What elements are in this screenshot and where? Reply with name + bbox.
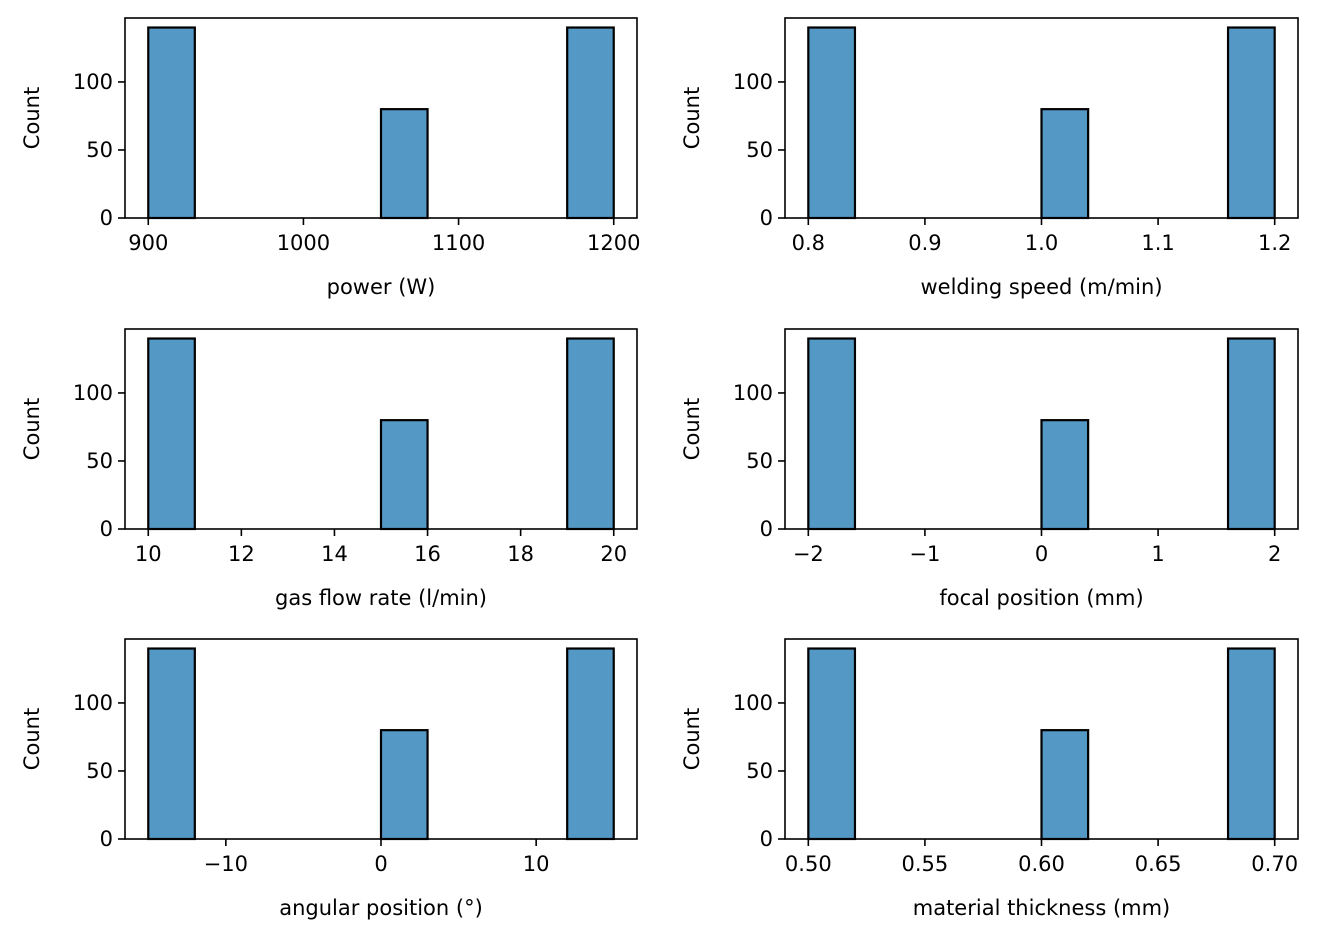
histogram-bar xyxy=(379,729,429,841)
y-axis-label: Count xyxy=(680,398,704,460)
chart-panel-2: 0.8 0.9 1.0 1.1 1.2 0 50 100 welding speed (m/mi… xyxy=(680,17,1299,299)
x-tick-label: 10 xyxy=(523,852,550,876)
y-tick-label: 50 xyxy=(86,759,113,783)
y-tick-label: 0 xyxy=(100,517,113,541)
x-tick-label: 1.2 xyxy=(1258,231,1291,255)
x-tick-label: 0 xyxy=(1035,542,1048,566)
x-tick-label: 16 xyxy=(414,542,441,566)
x-tick-label: 0.50 xyxy=(785,852,832,876)
y-tick-label: 50 xyxy=(746,759,773,783)
y-tick-label: 100 xyxy=(73,691,113,715)
y-tick-label: 50 xyxy=(746,449,773,473)
x-tick-label: 2 xyxy=(1268,542,1281,566)
x-axis-label: gas flow rate (l/min) xyxy=(275,586,487,610)
y-tick-label: 100 xyxy=(733,691,773,715)
histogram-bar xyxy=(807,647,857,841)
y-tick-label: 100 xyxy=(73,70,113,94)
y-tick-label: 0 xyxy=(100,827,113,851)
y-axis-label: Count xyxy=(20,708,44,770)
y-tick-label: 50 xyxy=(86,449,113,473)
x-tick-label: 1.1 xyxy=(1141,231,1174,255)
chart-panel-4: −2 −1 0 1 2 0 50 100 focal position (mm) Count xyxy=(680,328,1299,610)
x-axis-label: angular position (°) xyxy=(279,896,483,920)
histogram-bar xyxy=(1040,419,1090,531)
axes-frame xyxy=(124,17,638,219)
x-tick-label: 0.65 xyxy=(1135,852,1182,876)
y-tick-label: 100 xyxy=(73,381,113,405)
y-tick-label: 0 xyxy=(760,206,773,230)
histogram-bar xyxy=(566,26,615,220)
x-tick-label: −2 xyxy=(793,542,824,566)
x-tick-label: 0 xyxy=(374,852,387,876)
histogram-bar xyxy=(379,108,429,220)
y-tick-label: 100 xyxy=(733,381,773,405)
x-tick-label: 18 xyxy=(507,542,534,566)
x-tick-label: 14 xyxy=(321,542,348,566)
x-axis-label: material thickness (mm) xyxy=(913,896,1171,920)
x-tick-label: 0.8 xyxy=(792,231,825,255)
y-axis-label: Count xyxy=(20,398,44,460)
y-tick-label: 0 xyxy=(760,827,773,851)
axes-frame xyxy=(124,328,638,530)
y-tick-label: 100 xyxy=(733,70,773,94)
x-axis-label: welding speed (m/min) xyxy=(920,275,1162,299)
histogram-bar xyxy=(566,337,615,531)
x-tick-label: 0.70 xyxy=(1251,852,1298,876)
x-tick-label: 20 xyxy=(600,542,627,566)
chart-panel-6: 0.50 0.55 0.60 0.65 0.70 0 50 100 material thick… xyxy=(680,638,1299,920)
y-axis-label: Count xyxy=(680,87,704,149)
y-tick-label: 50 xyxy=(86,138,113,162)
y-axis-label: Count xyxy=(680,708,704,770)
histogram-bar xyxy=(807,337,857,531)
x-tick-label: −1 xyxy=(909,542,940,566)
x-tick-label: 900 xyxy=(128,231,168,255)
y-tick-label: 0 xyxy=(760,517,773,541)
histogram-bar xyxy=(1226,647,1276,841)
histogram-bar xyxy=(1226,26,1276,220)
x-axis-label: focal position (mm) xyxy=(939,586,1143,610)
x-tick-label: 1.0 xyxy=(1025,231,1058,255)
histogram-bar xyxy=(147,26,196,220)
x-tick-label: 1200 xyxy=(587,231,640,255)
x-tick-label: 12 xyxy=(228,542,255,566)
x-tick-label: 10 xyxy=(135,542,162,566)
y-tick-label: 0 xyxy=(100,206,113,230)
histogram-bar xyxy=(147,647,196,841)
x-tick-label: 0.55 xyxy=(902,852,949,876)
y-axis-label: Count xyxy=(20,87,44,149)
chart-panel-1: 900 1000 1100 1200 0 50 100 power (W) Count xyxy=(20,17,640,299)
histogram-bar xyxy=(1040,108,1090,220)
chart-panel-3: 10 12 14 16 18 20 0 50 100 gas flow rate (l/min) C… xyxy=(20,328,638,610)
y-tick-label: 50 xyxy=(746,138,773,162)
histogram-bar xyxy=(566,647,615,841)
histogram-bar xyxy=(1226,337,1276,531)
histogram-bar xyxy=(147,337,196,531)
x-tick-label: 1000 xyxy=(277,231,330,255)
histogram-bar xyxy=(1040,729,1090,841)
x-tick-label: −10 xyxy=(204,852,248,876)
x-tick-label: 1 xyxy=(1151,542,1164,566)
x-axis-label: power (W) xyxy=(327,275,436,299)
x-tick-label: 1100 xyxy=(432,231,485,255)
histogram-bar xyxy=(807,26,857,220)
x-tick-label: 0.9 xyxy=(908,231,941,255)
histogram-bar xyxy=(379,419,429,531)
x-tick-label: 0.60 xyxy=(1018,852,1065,876)
